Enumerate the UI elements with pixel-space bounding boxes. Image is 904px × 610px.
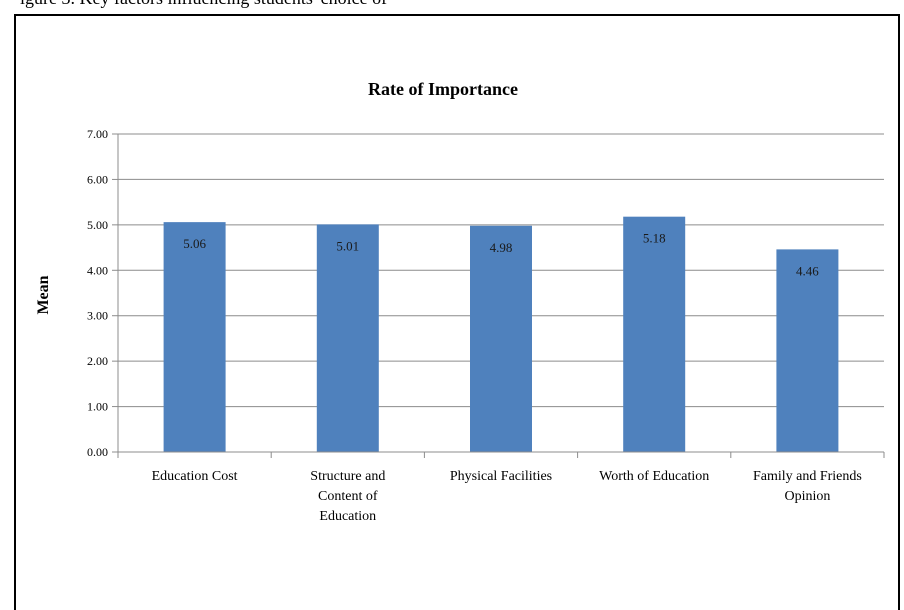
data-label: 4.46 xyxy=(796,263,819,278)
y-tick-label: 2.00 xyxy=(87,354,108,368)
y-tick-label: 7.00 xyxy=(87,127,108,141)
x-category-label: Family and Friends Opinion xyxy=(753,469,862,504)
bar xyxy=(776,249,839,452)
y-tick-label: 3.00 xyxy=(87,309,108,323)
x-category-label: Education Cost xyxy=(152,469,238,484)
y-tick-label: 5.00 xyxy=(87,218,108,232)
bar xyxy=(316,224,379,452)
data-label: 5.06 xyxy=(183,236,206,251)
axes xyxy=(117,134,885,458)
y-tick-label: 1.00 xyxy=(87,400,108,414)
chart-title: Rate of Importance xyxy=(368,79,518,99)
data-label: 5.01 xyxy=(336,238,359,253)
caption-text: igure 3. Key factors influencing student… xyxy=(20,0,387,9)
caption-fragment: igure 3. Key factors influencing student… xyxy=(0,0,904,14)
data-label: 5.18 xyxy=(643,231,666,246)
y-tick-label: 4.00 xyxy=(87,263,108,277)
x-category-label: Physical Facilities xyxy=(450,469,552,484)
bar xyxy=(470,225,532,452)
y-axis-label: Mean xyxy=(35,275,52,314)
x-category-label: Worth of Education xyxy=(599,469,709,484)
data-labels: 5.06 5.01 4.98 5.18 4.46 xyxy=(183,231,819,279)
x-category-label: Structure and Content of Education xyxy=(310,469,385,524)
y-tick-label: 6.00 xyxy=(87,172,108,186)
y-tick-label: 0.00 xyxy=(87,445,108,459)
bar xyxy=(163,222,226,452)
x-category-labels: Education Cost Structure and Content of Edu… xyxy=(152,469,862,524)
data-label: 4.98 xyxy=(490,240,513,255)
bars xyxy=(163,216,839,452)
y-tick-labels: 0.00 1.00 2.00 3.00 4.00 5.00 6.00 7.00 xyxy=(87,127,108,459)
chart-frame xyxy=(14,14,900,610)
bar xyxy=(623,216,686,452)
